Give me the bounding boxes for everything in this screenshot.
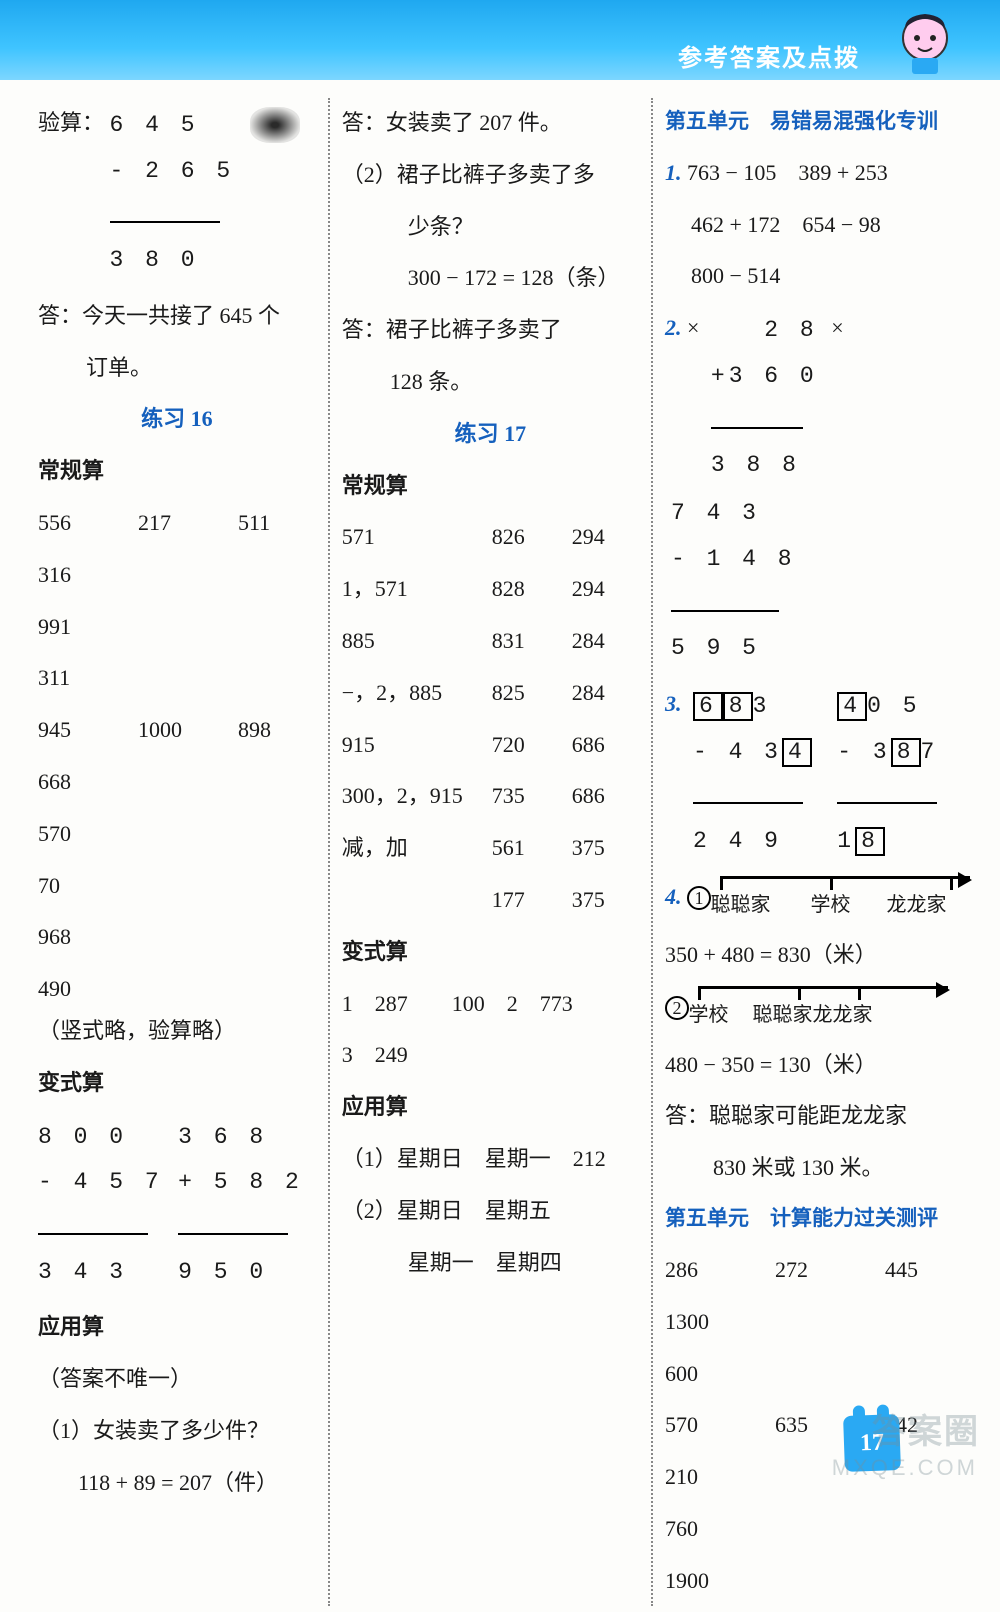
q4b: 2 学校聪聪家龙龙家	[665, 986, 972, 1034]
num-row: 316	[38, 554, 316, 596]
calc-line: 3 8 0	[110, 239, 235, 283]
column-3: 第五单元 易错易混强化专训 1. 763 − 105 389 + 253 462…	[657, 92, 980, 1612]
table-row: 减，加561375	[342, 827, 639, 869]
question: （2）裙子比裤子多卖了多	[342, 154, 639, 196]
practice-heading: 练习 17	[342, 413, 639, 455]
line: 星期一 星期四	[342, 1242, 639, 1284]
table-row: 885831284	[342, 620, 639, 662]
equation: 350 + 480 = 830（米）	[665, 934, 972, 976]
question: 少条？	[342, 206, 639, 248]
number-line	[720, 876, 970, 886]
section-heading: 应用算	[342, 1086, 639, 1128]
table-row: 915720686	[342, 724, 639, 766]
q2: 2. × 2 8 +3 6 0 3 8 8 × 7 4 3 - 1 4 8 5 …	[665, 307, 972, 673]
table-row: 1，571828294	[342, 568, 639, 610]
note: （答案不唯一）	[38, 1358, 316, 1400]
q1-line: 800 − 514	[665, 255, 972, 297]
equation: 480 − 350 = 130（米）	[665, 1044, 972, 1086]
num-row: 570	[38, 813, 316, 855]
num-row: 760	[665, 1508, 972, 1550]
top-banner: 参考答案及点拨	[0, 0, 1000, 80]
mascot-icon	[890, 8, 960, 78]
table-row: 571826294	[342, 516, 639, 558]
table-row: −，2，885825284	[342, 672, 639, 714]
line: 1 287 100 2 773	[342, 983, 639, 1025]
answer-line: 830 米或 130 米。	[665, 1147, 972, 1189]
circled-2-icon: 2	[665, 996, 689, 1020]
practice-heading: 练习 16	[38, 398, 316, 440]
answer-line: 订单。	[38, 347, 316, 389]
num-row: 70	[38, 865, 316, 907]
section-heading: 应用算	[38, 1306, 316, 1348]
calc-rule	[110, 221, 220, 223]
calc-pair: 8 0 0 - 4 5 7 3 4 3 3 6 8 + 5 8 2 9 5 0	[38, 1114, 316, 1297]
section-heading: 变式算	[38, 1062, 316, 1104]
content-columns: 验算： 6 4 5 - 2 6 5 3 8 0 答：今天一共接了 645 个 订…	[0, 80, 1000, 1612]
num-row: 1300	[665, 1301, 972, 1343]
unit-heading: 第五单元 计算能力过关测评	[665, 1199, 972, 1239]
table-row: 177375	[342, 879, 639, 921]
ink-smudge	[250, 107, 300, 143]
q3: 3. 683 - 4 34 2 4 9 40 5 - 387 18	[665, 683, 972, 866]
circled-1-icon: 1	[687, 886, 711, 910]
question: （1）女装卖了多少件？	[38, 1410, 316, 1452]
column-2: 答：女装卖了 207 件。 （2）裙子比裤子多卖了多 少条？ 300 − 172…	[334, 92, 647, 1612]
num-row: 311	[38, 657, 316, 699]
num-row: 9451000898	[38, 709, 316, 751]
column-separator	[328, 98, 330, 1606]
equation: 118 + 89 = 207（件）	[38, 1462, 316, 1504]
answer-line: 128 条。	[342, 361, 639, 403]
equation: 300 − 172 = 128（条）	[342, 257, 639, 299]
verify-block: 验算： 6 4 5 - 2 6 5 3 8 0	[38, 102, 316, 285]
section-heading: 变式算	[342, 931, 639, 973]
verify-label: 验算：	[38, 110, 104, 135]
num-row: 991	[38, 606, 316, 648]
num-row: 1900	[665, 1560, 972, 1602]
line: （2）星期日 星期五	[342, 1190, 639, 1232]
column-separator	[651, 98, 653, 1606]
answer-line: 答：聪聪家可能距龙龙家	[665, 1095, 972, 1137]
unit-heading: 第五单元 易错易混强化专训	[665, 102, 972, 142]
table-row: 300，2，915735686	[342, 775, 639, 817]
num-row: 968	[38, 916, 316, 958]
watermark: 答案圈	[872, 1404, 980, 1453]
calc-line: 6 4 5	[110, 104, 235, 148]
q1: 1. 763 − 105 389 + 253	[665, 152, 972, 194]
banner-title: 参考答案及点拨	[678, 38, 860, 73]
section-heading: 常规算	[342, 465, 639, 507]
num-row: 600	[665, 1353, 972, 1395]
line: （1）星期日 星期一 212	[342, 1138, 639, 1180]
answer-line: 答：今天一共接了 645 个	[38, 295, 316, 337]
line: 3 249	[342, 1034, 639, 1076]
q4: 4. 1 聪聪家学校龙龙家	[665, 876, 972, 924]
column-1: 验算： 6 4 5 - 2 6 5 3 8 0 答：今天一共接了 645 个 订…	[30, 92, 324, 1612]
number-line	[698, 986, 948, 996]
watermark-url: MXQE.COM	[832, 1455, 978, 1481]
num-row: 668	[38, 761, 316, 803]
answer-line: 答：女装卖了 207 件。	[342, 102, 639, 144]
q1-line: 462 + 172 654 − 98	[665, 204, 972, 246]
section-heading: 常规算	[38, 450, 316, 492]
calc-line: - 2 6 5	[110, 150, 235, 194]
num-row: 286272445	[665, 1249, 972, 1291]
answer-line: 答：裙子比裤子多卖了	[342, 309, 639, 351]
num-row: 556217511	[38, 502, 316, 544]
num-row: 490（竖式略，验算略）	[38, 968, 316, 1052]
